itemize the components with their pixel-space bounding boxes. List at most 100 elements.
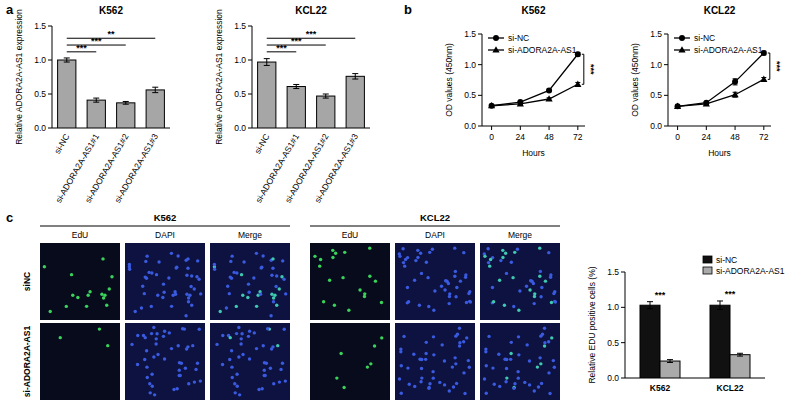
data-point xyxy=(761,50,767,56)
x-tick-label: 72 xyxy=(759,132,769,142)
error-bar xyxy=(93,98,99,102)
legend-marker xyxy=(492,46,499,52)
microscopy-image xyxy=(40,323,120,400)
microscopy-image xyxy=(310,323,390,400)
legend-marker xyxy=(678,46,685,52)
chart-title: KCL22 xyxy=(704,5,736,16)
bar xyxy=(730,355,750,378)
panel-label: b xyxy=(404,2,412,17)
y-axis-label: Relative EDU positive cells (%) xyxy=(587,266,597,383)
y-tick xyxy=(48,128,52,129)
bar xyxy=(258,62,276,128)
bar xyxy=(117,103,135,128)
plot-area xyxy=(488,51,581,109)
channel-label: Merge xyxy=(508,230,532,240)
data-point xyxy=(674,103,681,109)
error-bar xyxy=(264,59,270,66)
y-tick xyxy=(621,272,625,273)
significance-label: ** xyxy=(107,29,115,39)
significance-label: *** xyxy=(655,290,666,300)
x-tick xyxy=(549,126,550,130)
error-bar xyxy=(667,360,673,363)
panel-label: a xyxy=(6,2,14,17)
y-tick xyxy=(621,378,625,379)
y-tick-label: 1.5 xyxy=(607,267,619,277)
data-point xyxy=(575,51,581,57)
legend-label: si-ADORA2A-AS1 xyxy=(694,45,763,55)
chart-title: K562 xyxy=(99,5,123,16)
microscopy-image xyxy=(395,323,475,400)
significance-label: *** xyxy=(725,289,736,299)
y-tick-label: 1.0 xyxy=(607,302,619,312)
data-point xyxy=(703,100,709,106)
legend-label: si-ADORA2A-AS1 xyxy=(508,45,577,55)
chart: 0.0 0.5 1.0 1.5 Relative ADORA2A-AS1 express… xyxy=(214,5,370,205)
y-tick-label: 0.5 xyxy=(607,338,619,348)
y-tick-label: 1.0 xyxy=(650,60,662,70)
x-axis xyxy=(482,126,585,127)
chart: 0.00.51.01.5OD values (450nm)K5620244872… xyxy=(444,5,596,158)
bar xyxy=(287,87,305,128)
panel-label: c xyxy=(6,210,13,225)
plot-area xyxy=(58,58,165,128)
chart: 0.00.51.01.5OD values (450nm)KCL22024487… xyxy=(630,5,782,158)
x-tick-label: 72 xyxy=(573,132,583,142)
plot-area xyxy=(674,50,767,109)
legend-swatch xyxy=(703,256,712,263)
error-bar xyxy=(64,58,70,62)
significance-label: *** xyxy=(276,43,287,53)
legend-label: si-NC xyxy=(694,33,715,43)
x-tick xyxy=(491,126,492,130)
microscopy-image xyxy=(480,243,560,320)
legend-label: si-NC xyxy=(508,33,529,43)
y-axis-label: Relative ADORA2A-AS1 expression xyxy=(214,9,224,145)
group-rule xyxy=(310,226,560,227)
y-tick-label: 1.5 xyxy=(464,29,476,39)
error-bar xyxy=(152,87,158,92)
y-tick-label: 0.5 xyxy=(234,89,246,99)
channel-label: Merge xyxy=(238,230,262,240)
y-tick xyxy=(48,60,52,61)
x-axis-label: Hours xyxy=(708,148,731,158)
legend-item: si-NC xyxy=(488,33,529,43)
y-axis-label: OD values (450nm) xyxy=(444,43,454,117)
y-tick xyxy=(664,95,668,96)
group-label: K562 xyxy=(154,212,177,223)
data-point xyxy=(675,103,681,109)
x-tick xyxy=(763,126,764,130)
significance-label: *** xyxy=(772,61,782,72)
y-axis-label: Relative ADORA2A-AS1 expression xyxy=(14,9,24,145)
legend-item: si-ADORA2A-AS1 xyxy=(703,266,785,276)
bar xyxy=(660,361,680,378)
legend-item: si-NC xyxy=(674,33,715,43)
y-tick xyxy=(248,60,252,61)
y-tick-label: 0.5 xyxy=(464,90,476,100)
series-line xyxy=(492,84,578,105)
x-tick-label: KCL22 xyxy=(717,383,744,393)
x-tick-label: 0 xyxy=(489,132,494,142)
y-tick-label: 0.5 xyxy=(34,89,46,99)
bar xyxy=(640,305,660,378)
x-tick xyxy=(520,126,521,130)
y-tick-label: 0.0 xyxy=(234,123,246,133)
y-tick-label: 0.0 xyxy=(607,373,619,383)
x-tick-label: si-ADORA2A-AS1#3 xyxy=(112,132,160,205)
y-tick xyxy=(478,95,482,96)
y-tick-label: 1.5 xyxy=(234,21,246,31)
significance-bracket xyxy=(768,53,770,79)
y-tick xyxy=(664,34,668,35)
error-bar xyxy=(123,101,129,104)
image-grid: K562EdUDAPIMergeKCL22EdUDAPIMergesiNCsi-… xyxy=(22,212,560,400)
significance-label: *** xyxy=(291,36,302,46)
x-tick-label: 24 xyxy=(516,132,526,142)
y-tick xyxy=(48,26,52,27)
row-label: si-ADORA2A-AS1 xyxy=(22,326,32,398)
y-tick-label: 1.0 xyxy=(234,55,246,65)
x-tick-label: si-ADORA2A-AS1#3 xyxy=(312,132,360,205)
y-axis xyxy=(52,26,53,128)
data-point xyxy=(732,79,738,85)
y-tick xyxy=(478,34,482,35)
channel-label: DAPI xyxy=(155,230,175,240)
x-tick xyxy=(706,126,707,130)
y-tick xyxy=(478,126,482,127)
